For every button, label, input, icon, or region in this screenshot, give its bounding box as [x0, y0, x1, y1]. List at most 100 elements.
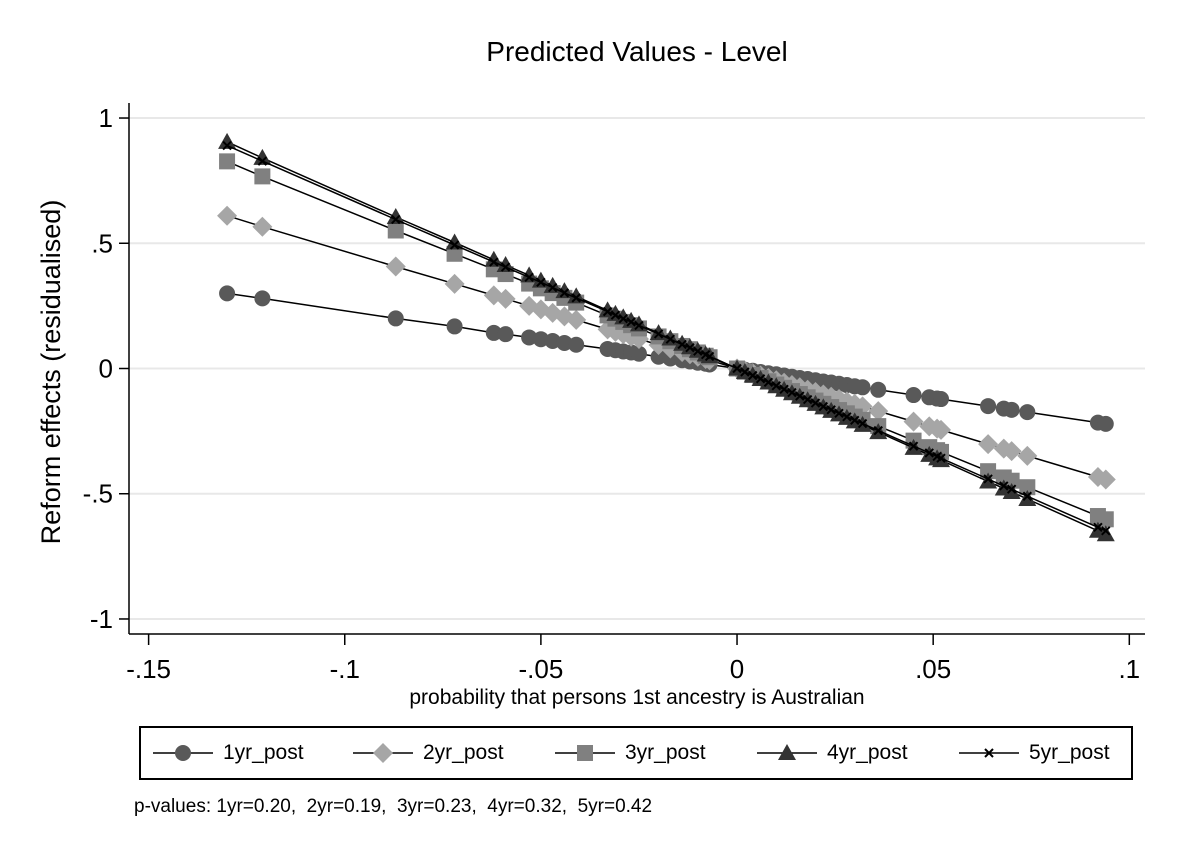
- point-5yr_post: [704, 351, 715, 362]
- point-5yr_post: [634, 320, 644, 331]
- x-tick-label: 0: [730, 654, 744, 684]
- point-5yr_post: [618, 313, 628, 324]
- point-5yr_post: [795, 391, 805, 401]
- point-1yr_post: [854, 379, 871, 396]
- point-5yr_post: [740, 367, 750, 377]
- point-2yr_post: [978, 434, 999, 455]
- point-5yr_post: [787, 387, 797, 398]
- point-5yr_post: [602, 306, 613, 317]
- point-2yr_post: [566, 309, 587, 330]
- point-5yr_post: [391, 214, 401, 225]
- point-1yr_post: [387, 310, 404, 327]
- y-tick-label: .5: [91, 228, 113, 258]
- point-5yr_post: [873, 425, 883, 436]
- point-5yr_post: [850, 415, 860, 426]
- point-5yr_post: [924, 448, 934, 458]
- legend-swatch-2yr: [353, 743, 413, 763]
- point-1yr_post: [556, 334, 573, 351]
- x-tick-label: -.1: [330, 654, 360, 684]
- y-axis-label: Reform effects (residualised): [36, 200, 66, 545]
- legend-item-3yr: 3yr_post: [555, 728, 706, 778]
- legend-item-5yr: 5yr_post: [959, 728, 1110, 778]
- point-2yr_post: [931, 419, 952, 440]
- point-4yr_post: [1002, 482, 1021, 499]
- point-5yr_post: [1093, 522, 1103, 533]
- point-5yr_post: [732, 363, 742, 374]
- point-1yr_post: [1003, 401, 1020, 418]
- point-1yr_post: [521, 329, 538, 346]
- legend-item-4yr: 4yr_post: [757, 728, 908, 778]
- legend-swatch-1yr: [153, 745, 213, 761]
- point-5yr_post: [857, 418, 868, 429]
- point-5yr_post: [834, 408, 844, 419]
- point-3yr_post: [446, 245, 463, 262]
- point-2yr_post: [495, 288, 516, 309]
- point-1yr_post: [568, 336, 585, 353]
- x-tick-label: .05: [915, 654, 951, 684]
- point-5yr_post: [802, 394, 813, 405]
- point-3yr_post: [254, 168, 271, 185]
- point-4yr_post: [979, 472, 998, 489]
- point-5yr_post: [571, 293, 581, 303]
- point-1yr_post: [485, 324, 502, 341]
- point-5yr_post: [653, 329, 664, 339]
- point-1yr_post: [497, 326, 514, 343]
- point-5yr_post: [257, 156, 268, 166]
- legend-swatch-5yr: [959, 748, 1019, 758]
- point-2yr_post: [1095, 469, 1116, 490]
- point-5yr_post: [1101, 526, 1111, 536]
- point-2yr_post: [385, 256, 406, 277]
- point-5yr_post: [547, 282, 558, 293]
- point-5yr_post: [1022, 491, 1033, 501]
- point-5yr_post: [489, 257, 499, 267]
- point-1yr_post: [1097, 415, 1114, 432]
- gridlines: [129, 117, 1145, 620]
- x-tick-label: .1: [1118, 654, 1140, 684]
- series-line-5yr_post: [226, 144, 1107, 532]
- y-tick-label: 0: [99, 354, 113, 384]
- y-tick-label: -.5: [83, 479, 113, 509]
- point-5yr_post: [936, 453, 946, 463]
- point-1yr_post: [650, 348, 667, 365]
- point-5yr_post: [763, 377, 774, 387]
- point-5yr_post: [983, 474, 993, 484]
- point-5yr_post: [559, 288, 570, 298]
- point-5yr_post: [677, 339, 687, 350]
- point-2yr_post: [868, 401, 889, 422]
- legend-label-4yr: 4yr_post: [827, 741, 908, 764]
- point-2yr_post: [903, 411, 924, 432]
- point-5yr_post: [222, 140, 232, 151]
- x-axis-label: probability that persons 1st ancestry is…: [409, 686, 864, 709]
- x-tick-label: -.05: [518, 654, 563, 684]
- point-4yr_post: [484, 250, 503, 267]
- point-5yr_post: [755, 374, 766, 384]
- point-2yr_post: [217, 205, 238, 226]
- legend-label-5yr: 5yr_post: [1029, 741, 1110, 764]
- legend-swatch-3yr: [555, 745, 615, 761]
- point-2yr_post: [1017, 445, 1038, 466]
- point-5yr_post: [610, 310, 621, 320]
- legend-label-2yr: 2yr_post: [423, 741, 504, 764]
- point-1yr_post: [219, 285, 236, 302]
- point-5yr_post: [500, 262, 511, 272]
- point-3yr_post: [219, 153, 236, 170]
- series-1yr_post: [219, 285, 1114, 432]
- point-1yr_post: [980, 398, 997, 415]
- legend-swatch-4yr: [757, 744, 817, 760]
- point-5yr_post: [1006, 484, 1017, 494]
- point-5yr_post: [826, 405, 836, 415]
- legend-label-3yr: 3yr_post: [625, 741, 706, 764]
- point-5yr_post: [818, 401, 829, 412]
- point-4yr_post: [520, 266, 539, 283]
- point-5yr_post: [449, 240, 460, 250]
- point-5yr_post: [779, 384, 789, 394]
- point-5yr_post: [842, 412, 852, 422]
- point-5yr_post: [685, 343, 695, 353]
- point-3yr_post: [1019, 479, 1036, 496]
- point-5yr_post: [665, 334, 676, 344]
- point-3yr_post: [1003, 472, 1020, 489]
- point-5yr_post: [908, 441, 919, 451]
- y-tick-label: -1: [90, 604, 113, 634]
- point-5yr_post: [524, 272, 534, 283]
